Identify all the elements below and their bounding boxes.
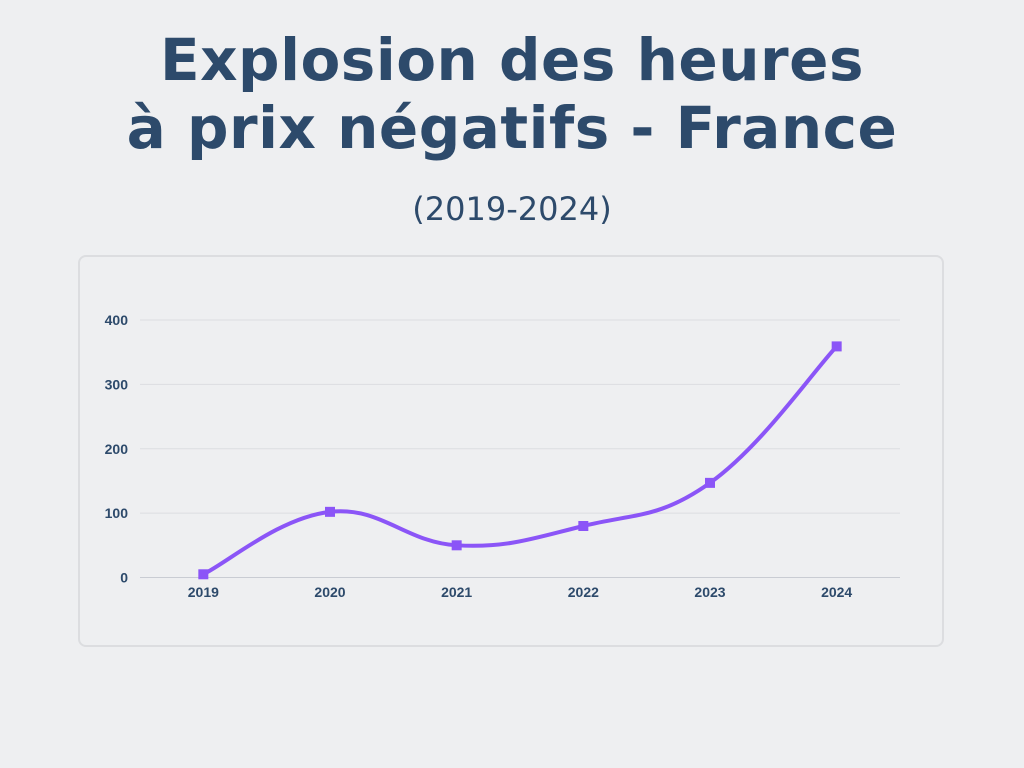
- chart-subtitle: (2019-2024): [412, 190, 612, 228]
- x-tick-label: 2024: [821, 584, 852, 600]
- x-tick-label: 2020: [314, 584, 345, 600]
- data-point: [325, 506, 335, 517]
- series-line: [201, 344, 839, 577]
- y-tick-label: 100: [105, 505, 129, 521]
- title-line-1: Explosion des heures: [160, 26, 864, 94]
- x-tick-label: 2021: [441, 584, 472, 600]
- data-point: [578, 521, 589, 531]
- x-tick-label: 2022: [568, 584, 599, 600]
- chart-title: Explosion des heures à prix négatifs - F…: [0, 26, 1024, 162]
- y-tick-label: 200: [105, 441, 129, 457]
- data-point: [705, 477, 715, 488]
- y-tick-label: 300: [105, 376, 129, 392]
- x-tick-label: 2019: [188, 584, 219, 600]
- data-point: [831, 341, 842, 352]
- data-point: [198, 569, 209, 580]
- data-point: [451, 540, 462, 551]
- x-tick-label: 2023: [694, 584, 725, 600]
- title-line-2: à prix négatifs - France: [126, 94, 898, 162]
- chart-card: [78, 255, 944, 647]
- y-tick-label: 400: [105, 312, 129, 328]
- y-tick-label: 0: [120, 570, 128, 586]
